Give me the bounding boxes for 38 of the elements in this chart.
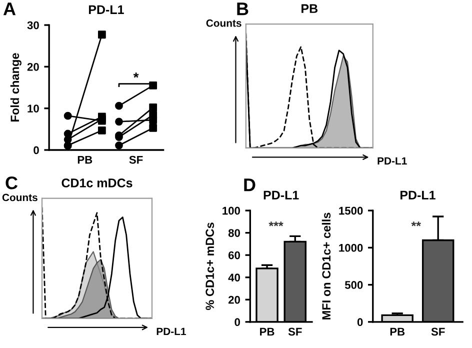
- y-tick-label: 0: [234, 318, 240, 326]
- x-tick-label: PB: [260, 328, 274, 336]
- y-tick-label: 80: [228, 229, 240, 237]
- y-tick-label: 0: [357, 318, 363, 326]
- y-tick-label: 10: [28, 104, 39, 112]
- x-axis-title: PD-L1: [378, 157, 407, 164]
- annotation: *: [133, 72, 139, 78]
- y-tick-label: 1000: [339, 244, 363, 252]
- y-tick-label: 30: [27, 21, 39, 30]
- text: B: [237, 2, 248, 16]
- y-tick-label: 500: [344, 281, 363, 289]
- y-tick-label: 100: [222, 206, 240, 215]
- y-axis-title: Fold change: [10, 53, 22, 122]
- x-axis-title: PD-L1: [156, 328, 186, 336]
- chart-title: CD1c mDCs: [62, 178, 132, 188]
- chart-title: PD-L1: [264, 190, 299, 200]
- y-axis-title: % CD1c+ mDCs: [206, 222, 214, 310]
- text: C: [6, 176, 18, 190]
- x-tick-label: SF: [431, 328, 445, 336]
- annotation: **: [411, 222, 421, 226]
- text: A: [3, 2, 16, 16]
- y-tick-label: 20: [27, 62, 39, 71]
- chart-title: PD-L1: [400, 190, 436, 200]
- y-tick-label: 60: [228, 251, 240, 260]
- text: D: [244, 178, 256, 192]
- x-tick-label: SF: [288, 328, 302, 336]
- x-tick-label: PB: [390, 328, 405, 336]
- annotation: ***: [268, 222, 284, 226]
- y-axis-title: MFI on CD1c+ cells: [322, 212, 331, 320]
- y-tick-label: 1500: [339, 206, 363, 215]
- y-tick-label: 0: [34, 146, 39, 154]
- x-tick-label: SF: [129, 156, 143, 164]
- chart-title: PD-L1: [88, 5, 124, 14]
- y-axis-title: Counts: [206, 19, 242, 27]
- y-tick-label: 20: [228, 296, 240, 304]
- chart-title: PB: [302, 4, 318, 13]
- y-axis-title: Counts: [2, 194, 38, 202]
- y-tick-label: 40: [228, 274, 240, 282]
